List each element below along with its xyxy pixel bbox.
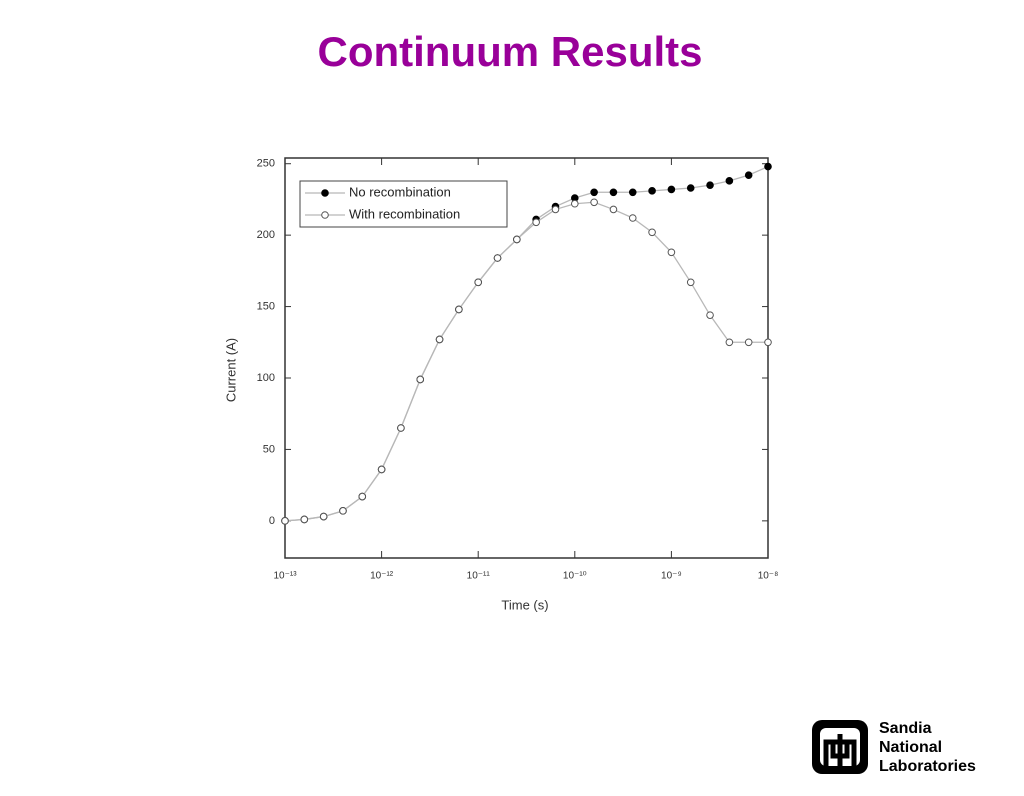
data-point (686, 184, 695, 192)
data-point (377, 465, 386, 474)
data-point (339, 507, 347, 515)
series-line (284, 201, 768, 522)
data-point (725, 177, 734, 185)
data-point (725, 338, 734, 347)
y-tick-label: 250 (257, 158, 275, 170)
y-tick-label: 50 (263, 443, 275, 455)
x-tick-label: 10⁻¹⁰ (563, 571, 587, 582)
legend-label: No recombination (349, 184, 451, 199)
y-axis-label: Current (A) (223, 338, 238, 402)
data-point (319, 512, 328, 521)
data-point (532, 218, 540, 227)
data-point (551, 205, 560, 214)
plot-frame (284, 157, 769, 559)
data-point (590, 198, 598, 207)
legend-marker (321, 211, 329, 219)
y-tick-label: 0 (269, 515, 275, 527)
logo-symbol (823, 734, 857, 766)
data-point (455, 305, 463, 314)
logo: Sandia National Laboratories (812, 720, 976, 775)
data-point (609, 205, 618, 214)
data-point (300, 515, 309, 524)
data-point (474, 278, 483, 287)
data-point (628, 188, 637, 197)
data-point (628, 214, 637, 222)
x-tick-label: 10⁻¹¹ (467, 571, 491, 582)
data-point (744, 338, 753, 347)
data-point (706, 311, 714, 319)
data-point (609, 188, 618, 197)
data-point (744, 171, 753, 179)
y-tick-label: 150 (257, 300, 275, 312)
logo-text: Laboratories (879, 758, 976, 775)
data-point (571, 199, 579, 208)
data-point (590, 188, 598, 197)
x-tick-label: 10⁻⁸ (758, 571, 779, 582)
y-tick-label: 100 (257, 372, 275, 384)
data-point (667, 248, 676, 257)
chart: Time (s) Current (A) 0 50 100 150 200 250 10⁻¹… (223, 157, 779, 612)
legend-label: With recombination (349, 206, 460, 221)
data-point (764, 162, 772, 171)
x-axis-label: Time (s) (501, 597, 548, 612)
data-point (281, 517, 289, 525)
data-point (686, 278, 695, 287)
data-point (764, 338, 772, 347)
data-point (706, 181, 714, 189)
slide-title: Continuum Results (318, 28, 703, 75)
data-point (513, 235, 521, 244)
x-tick-label: 10⁻¹² (370, 571, 394, 582)
data-point (493, 254, 502, 262)
logo-text: National (879, 739, 942, 756)
data-point (648, 228, 656, 237)
data-point (648, 187, 656, 195)
legend-frame (299, 180, 508, 228)
legend-marker (321, 189, 329, 197)
x-tick-label: 10⁻¹³ (273, 571, 297, 582)
data-point (397, 424, 405, 432)
data-point (435, 335, 444, 344)
legend: No recombination With recombination (299, 180, 508, 228)
x-tick-label: 10⁻⁹ (661, 571, 682, 582)
series (281, 198, 772, 525)
data-point (416, 375, 425, 384)
data-point (667, 185, 676, 194)
logo-text: Sandia (879, 720, 932, 737)
data-point (358, 492, 367, 501)
y-tick-label: 200 (257, 229, 275, 241)
